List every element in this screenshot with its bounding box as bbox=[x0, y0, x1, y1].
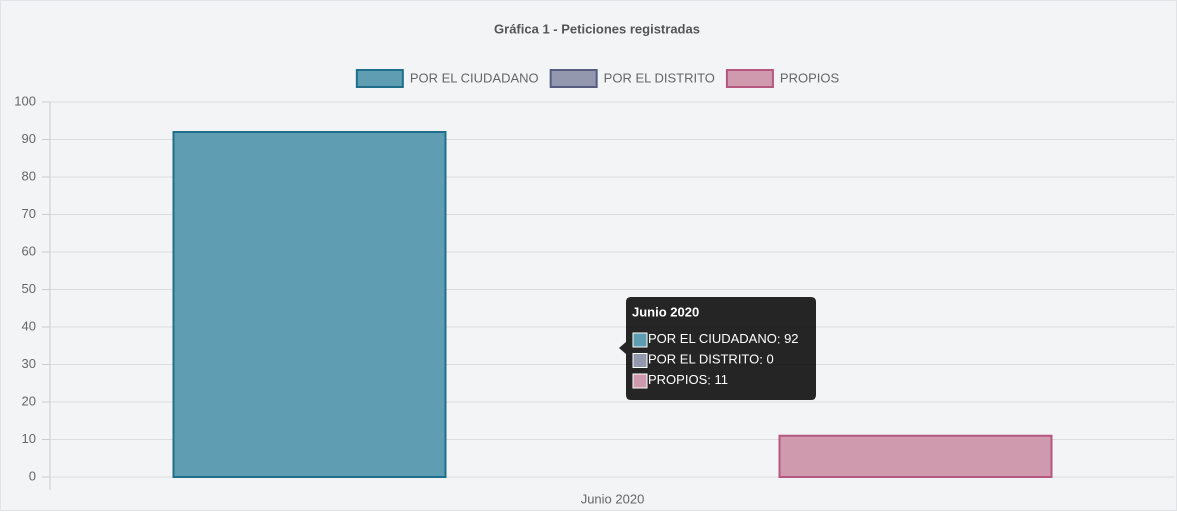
y-tick-label: 30 bbox=[22, 356, 36, 371]
y-tick-label: 40 bbox=[22, 318, 36, 333]
legend-item: POR EL CIUDADANO bbox=[355, 69, 539, 88]
y-tick-label: 90 bbox=[22, 131, 36, 146]
bar bbox=[778, 434, 1053, 478]
tooltip-label: POR EL DISTRITO: 0 bbox=[648, 352, 774, 367]
y-tick-label: 0 bbox=[29, 468, 36, 483]
legend-label: POR EL DISTRITO bbox=[604, 70, 715, 85]
bar bbox=[172, 131, 447, 478]
chart-title: Gráfica 1 - Peticiones registradas bbox=[494, 21, 700, 36]
legend-swatch bbox=[355, 69, 404, 88]
tooltip-title: Junio 2020 bbox=[632, 304, 699, 319]
y-tick-label: 50 bbox=[22, 281, 36, 296]
tooltip-swatch bbox=[632, 353, 648, 368]
y-tick-label: 100 bbox=[14, 93, 36, 108]
y-tick-label: 80 bbox=[22, 168, 36, 183]
y-tick-label: 60 bbox=[22, 243, 36, 258]
tooltip-swatch bbox=[632, 373, 648, 389]
legend-label: PROPIOS bbox=[780, 70, 840, 85]
legend-item: PROPIOS bbox=[725, 69, 840, 88]
tooltip: Junio 2020 POR EL CIUDADANO: 92 POR EL DIS… bbox=[619, 297, 816, 400]
y-tick-label: 20 bbox=[22, 393, 36, 408]
y-tick-label: 10 bbox=[22, 431, 36, 446]
tooltip-label: PROPIOS: 11 bbox=[648, 372, 728, 387]
legend-label: POR EL CIUDADANO bbox=[410, 70, 539, 85]
tooltip-label: POR EL CIUDADANO: 92 bbox=[648, 331, 799, 346]
tooltip-swatch bbox=[632, 332, 648, 348]
x-tick-label: Junio 2020 bbox=[581, 491, 645, 506]
legend-item: POR EL DISTRITO bbox=[549, 69, 715, 88]
legend: POR EL CIUDADANO POR EL DISTRITO PROPIOS bbox=[355, 69, 840, 88]
tooltip-box bbox=[619, 297, 816, 400]
y-tick-label: 70 bbox=[22, 206, 36, 221]
legend-swatch bbox=[549, 69, 598, 88]
legend-swatch bbox=[725, 69, 774, 88]
